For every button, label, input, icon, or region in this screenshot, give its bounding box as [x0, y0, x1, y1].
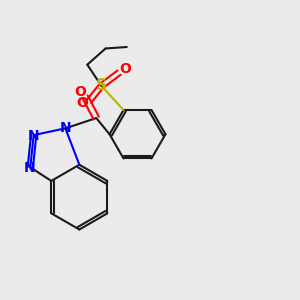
Text: O: O: [76, 96, 88, 110]
Text: N: N: [28, 129, 40, 143]
Text: S: S: [96, 78, 107, 93]
Text: O: O: [119, 62, 131, 76]
Text: N: N: [24, 161, 35, 175]
Text: N: N: [60, 121, 72, 135]
Text: O: O: [75, 85, 87, 98]
